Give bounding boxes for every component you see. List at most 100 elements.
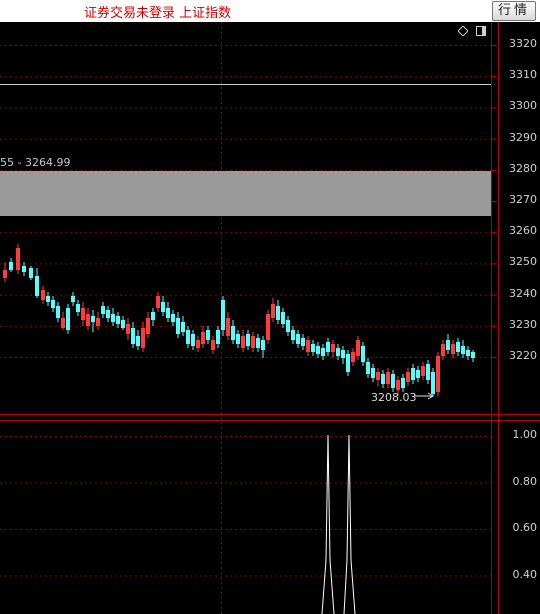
price-band (0, 171, 491, 216)
candle-body (9, 262, 13, 270)
candle-body (91, 316, 95, 322)
candle-body (116, 316, 120, 324)
candle-body (326, 342, 330, 352)
candle-body (206, 330, 210, 340)
candle-body (471, 352, 475, 358)
candle-body (201, 332, 205, 344)
band-range-label: 55 - 3264.99 (0, 156, 71, 169)
candle-body (141, 328, 145, 348)
candle-body (22, 266, 26, 272)
candle-body (316, 346, 320, 354)
candle-body (101, 306, 105, 314)
diamond-icon[interactable] (458, 26, 468, 36)
candle-body (311, 344, 315, 352)
candle-body (56, 306, 60, 318)
candle-body (366, 362, 370, 374)
candle-body (361, 346, 365, 362)
candle-body (401, 378, 405, 388)
candle-body (211, 340, 215, 350)
indicator-tick-label: 0.40 (512, 567, 538, 581)
top-bar: 证券交易未登录 上证指数 行情 (0, 0, 540, 22)
price-tick-label: 3240 (509, 286, 537, 300)
candle-body (241, 336, 245, 348)
candle-body (446, 340, 450, 350)
candle-body (286, 320, 290, 332)
candle-body (261, 340, 265, 350)
candle-body (41, 290, 45, 300)
candle-body (381, 374, 385, 384)
price-tick-label: 3320 (509, 37, 537, 50)
indicator-tick-label: 0.60 (512, 521, 538, 534)
candle-body (46, 296, 50, 302)
candle-body (321, 348, 325, 356)
candle-body (291, 330, 295, 340)
candle-body (396, 380, 400, 390)
candle-body (331, 344, 335, 352)
candle-body (281, 312, 285, 324)
candle-body (151, 312, 155, 320)
price-tick-label: 3220 (509, 349, 537, 362)
candle-body (456, 342, 460, 352)
candle-body (411, 368, 415, 380)
candle-body (431, 372, 435, 394)
candle-body (271, 304, 275, 318)
indicator-spike-2 (343, 434, 356, 614)
candle-body (186, 330, 190, 344)
candle-body (341, 350, 345, 358)
price-tick-label: 3230 (509, 317, 537, 331)
candle-body (306, 340, 310, 352)
candle-body (266, 314, 270, 340)
candle-body (121, 320, 125, 328)
candle-body (451, 344, 455, 354)
candle-body (356, 340, 360, 356)
panel-toggle-icon[interactable] (476, 26, 486, 36)
candle-body (171, 314, 175, 322)
candle-body (236, 334, 240, 344)
candle-body (436, 356, 440, 392)
candle-body (231, 326, 235, 340)
candle-body (196, 340, 200, 348)
market-button[interactable]: 行情 (492, 1, 536, 21)
candle-body (276, 306, 280, 320)
candle-body (336, 348, 340, 356)
candle-body (346, 354, 350, 372)
indicator-tick-label: 1.00 (512, 428, 538, 441)
candle-body (376, 372, 380, 380)
candle-body (86, 314, 90, 326)
candle-body (421, 366, 425, 376)
candle-body (466, 350, 470, 356)
candle-body (161, 302, 165, 312)
candle-body (426, 364, 430, 380)
low-arrow-head (427, 392, 434, 400)
price-tick-label: 3290 (509, 130, 537, 144)
candle-body (81, 308, 85, 320)
candle-body (351, 352, 355, 362)
candle-body (251, 336, 255, 348)
candle-body (226, 318, 230, 336)
candle-body (216, 330, 220, 344)
candle-body (176, 318, 180, 334)
sub-gridlines (0, 436, 491, 577)
window-title: 证券交易未登录 上证指数 (84, 6, 232, 21)
price-tick-label: 3310 (509, 68, 537, 82)
candle-body (61, 318, 65, 328)
candle-body (51, 300, 55, 308)
candle-body (136, 336, 140, 346)
candle-body (66, 308, 70, 330)
candle-body (256, 338, 260, 348)
candle-body (16, 248, 20, 270)
candle-body (3, 270, 7, 278)
candle-body (386, 372, 390, 384)
candle-body (301, 338, 305, 346)
candle-body (156, 296, 160, 308)
price-tick-label: 3270 (509, 193, 537, 206)
candle-body (71, 296, 75, 302)
candle-body (416, 370, 420, 378)
candle-body (181, 322, 185, 332)
price-tick-label: 3280 (509, 161, 537, 175)
candle-body (406, 372, 410, 382)
candles (3, 244, 475, 396)
price-tick-label: 3250 (509, 255, 537, 269)
